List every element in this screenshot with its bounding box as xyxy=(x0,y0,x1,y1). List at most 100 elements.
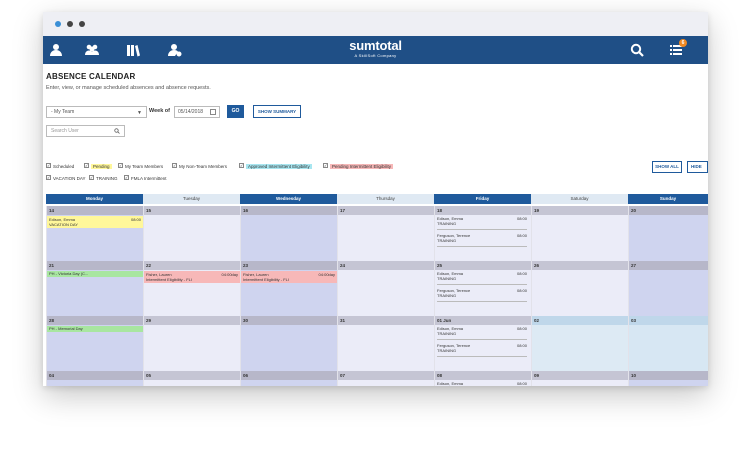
calendar-day-cell[interactable]: 19 xyxy=(531,206,628,261)
legend-item-approved-intermittent[interactable]: ✓ Approved Intermittent Eligibility xyxy=(239,163,312,169)
day-cell-body[interactable] xyxy=(241,325,337,371)
admin-user-icon[interactable] xyxy=(168,43,182,57)
day-cell-body[interactable] xyxy=(629,270,708,316)
day-cell-body[interactable] xyxy=(338,380,434,386)
calendar-day-cell[interactable]: 08 Edison, Emma 08:00 xyxy=(434,371,531,386)
event-training[interactable]: Ferguson, Terence 08:00 TRAINING xyxy=(437,343,529,353)
search-icon[interactable] xyxy=(630,43,644,57)
library-icon[interactable] xyxy=(126,43,140,57)
legend-item-fmla-intermittent[interactable]: ✓ FMLA Intermittent xyxy=(124,175,167,181)
day-cell-body[interactable] xyxy=(144,380,240,386)
legend-item-training[interactable]: ✓ TRAINING xyxy=(89,175,118,181)
event-vacation[interactable]: Edison, Emma 08:00 VACATION DAY xyxy=(47,216,143,228)
day-cell-body[interactable]: Fisher, Lauren 04:00day Intermittent Eligi… xyxy=(144,270,240,316)
week-date-input[interactable]: 05/14/2018 xyxy=(174,106,220,118)
day-cell-body[interactable] xyxy=(629,325,708,371)
calendar-day-cell[interactable]: 17 xyxy=(337,206,434,261)
user-icon[interactable] xyxy=(49,43,63,57)
calendar-day-cell[interactable]: 20 xyxy=(628,206,708,261)
calendar-day-cell[interactable]: 23 Fisher, Lauren 04:00day Intermittent Eli… xyxy=(240,261,337,316)
day-cell-body[interactable] xyxy=(338,270,434,316)
calendar-day-cell[interactable]: 27 xyxy=(628,261,708,316)
calendar-day-cell[interactable]: 28 PH - Memorial Day xyxy=(46,316,144,371)
search-user-input[interactable]: Search User xyxy=(46,125,125,137)
legend-item-scheduled[interactable]: ✓ Scheduled xyxy=(46,163,75,169)
checkbox[interactable]: ✓ xyxy=(172,163,177,169)
calendar-day-cell[interactable]: 06 xyxy=(240,371,337,386)
calendar-day-cell[interactable]: 07 xyxy=(337,371,434,386)
day-cell-body[interactable] xyxy=(338,215,434,261)
window-dot[interactable] xyxy=(79,21,85,27)
calendar-day-cell[interactable]: 09 xyxy=(531,371,628,386)
calendar-day-cell[interactable]: 04 xyxy=(46,371,143,386)
checkbox[interactable]: ✓ xyxy=(89,175,94,181)
legend-item-pending[interactable]: ✓ Pending xyxy=(84,163,112,169)
search-icon[interactable] xyxy=(114,128,120,134)
day-cell-body[interactable] xyxy=(144,215,240,261)
calendar-day-cell[interactable]: 16 xyxy=(240,206,337,261)
notifications-icon[interactable]: 6 xyxy=(669,39,687,57)
checkbox[interactable]: ✓ xyxy=(84,163,89,169)
calendar-day-cell[interactable]: 05 xyxy=(143,371,240,386)
calendar-day-cell[interactable]: 21 PH - Victoria Day (C... xyxy=(46,261,144,316)
day-cell-body[interactable]: Edison, Emma 08:00 TRAINING Ferguson, Teren… xyxy=(435,270,531,316)
event-training[interactable]: Ferguson, Terence 08:00 TRAINING xyxy=(437,288,529,298)
calendar-day-cell[interactable]: 30 xyxy=(240,316,337,371)
calendar-day-cell[interactable]: 01 Jun Edison, Emma 08:00 TRAINING Ferguson,… xyxy=(434,316,531,371)
day-cell-body[interactable] xyxy=(241,215,337,261)
day-cell-body[interactable] xyxy=(241,380,337,386)
event-training[interactable]: Ferguson, Terence 08:00 TRAINING xyxy=(437,233,529,243)
day-cell-body[interactable] xyxy=(47,380,143,386)
holiday-bar[interactable]: PH - Memorial Day xyxy=(47,326,144,332)
checkbox[interactable]: ✓ xyxy=(124,175,129,181)
calendar-day-cell[interactable]: 03 xyxy=(628,316,708,371)
calendar-day-cell[interactable]: 10 xyxy=(628,371,708,386)
window-dot-blue[interactable] xyxy=(55,21,61,27)
event-training[interactable]: Edison, Emma 08:00 TRAINING xyxy=(437,271,529,281)
event-intermittent[interactable]: Fisher, Lauren 04:00day Intermittent Eligi… xyxy=(241,271,337,283)
hide-all-button[interactable]: HIDE AL xyxy=(687,161,708,173)
calendar-day-cell[interactable]: 25 Edison, Emma 08:00 TRAINING Ferguson, Ter… xyxy=(434,261,531,316)
day-cell-body[interactable] xyxy=(629,380,708,386)
checkbox[interactable]: ✓ xyxy=(118,163,123,169)
holiday-bar[interactable]: PH - Victoria Day (C... xyxy=(47,271,144,277)
event-training[interactable]: Edison, Emma 08:00 xyxy=(437,381,529,386)
day-cell-body[interactable]: Edison, Emma 08:00 TRAINING Ferguson, Teren… xyxy=(435,215,531,261)
event-training[interactable]: Edison, Emma 08:00 TRAINING xyxy=(437,326,529,336)
day-cell-body[interactable] xyxy=(532,380,628,386)
day-cell-body[interactable]: Edison, Emma 08:00 TRAINING Ferguson, Teren… xyxy=(435,325,531,371)
legend-item-pending-intermittent[interactable]: ✓ Pending Intermittent Eligibility xyxy=(323,163,394,169)
checkbox[interactable]: ✓ xyxy=(323,163,328,169)
day-cell-body[interactable]: Fisher, Lauren 04:00day Intermittent Eligi… xyxy=(241,270,337,316)
day-cell-body[interactable] xyxy=(338,325,434,371)
window-dot[interactable] xyxy=(67,21,73,27)
day-cell-body[interactable] xyxy=(144,325,240,371)
day-cell-body[interactable]: Edison, Emma 08:00 xyxy=(435,380,531,386)
day-cell-body[interactable] xyxy=(532,325,628,371)
day-cell-body[interactable] xyxy=(629,215,708,261)
calendar-day-cell[interactable]: 22 Fisher, Lauren 04:00day Intermittent Eli… xyxy=(143,261,240,316)
calendar-day-cell[interactable]: 14 Edison, Emma 08:00 VACATION DAY xyxy=(46,206,143,261)
go-button[interactable]: GO xyxy=(227,105,244,118)
calendar-day-cell[interactable]: 15 xyxy=(143,206,240,261)
calendar-icon[interactable] xyxy=(210,109,216,115)
legend-item-vacation-day[interactable]: ✓ VACATION DAY xyxy=(46,175,86,181)
calendar-day-cell[interactable]: 24 xyxy=(337,261,434,316)
calendar-day-cell[interactable]: 31 xyxy=(337,316,434,371)
day-cell-body[interactable]: PH - Memorial Day xyxy=(47,325,144,371)
show-all-button[interactable]: SHOW ALL xyxy=(652,161,682,173)
calendar-day-cell[interactable]: 26 xyxy=(531,261,628,316)
checkbox[interactable]: ✓ xyxy=(46,163,51,169)
legend-item-my-non-team-members[interactable]: ✓ My Non-Team Members xyxy=(172,163,228,169)
event-training[interactable]: Edison, Emma 08:00 TRAINING xyxy=(437,216,529,226)
calendar-day-cell[interactable]: 18 Edison, Emma 08:00 TRAINING Ferguson, Ter… xyxy=(434,206,531,261)
day-cell-body[interactable] xyxy=(532,270,628,316)
day-cell-body[interactable]: Edison, Emma 08:00 VACATION DAY xyxy=(47,215,143,261)
show-summary-button[interactable]: SHOW SUMMARY xyxy=(253,105,301,118)
team-select[interactable]: - My Team ▼ xyxy=(46,106,147,118)
checkbox[interactable]: ✓ xyxy=(239,163,244,169)
team-icon[interactable] xyxy=(85,43,99,57)
day-cell-body[interactable] xyxy=(532,215,628,261)
calendar-day-cell[interactable]: 02 xyxy=(531,316,628,371)
checkbox[interactable]: ✓ xyxy=(46,175,51,181)
